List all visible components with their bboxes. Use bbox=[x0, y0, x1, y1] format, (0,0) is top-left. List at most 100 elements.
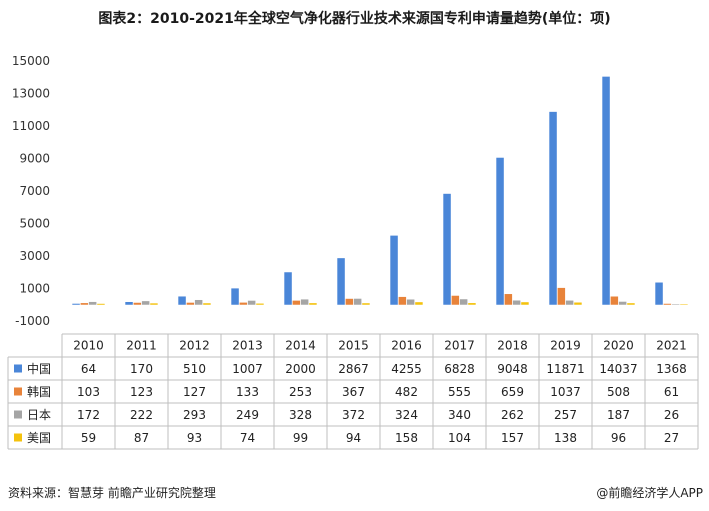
data-label: 157 bbox=[501, 431, 524, 445]
bars bbox=[72, 76, 688, 305]
bar bbox=[549, 111, 557, 305]
data-label: 59 bbox=[81, 431, 96, 445]
bar bbox=[574, 302, 582, 305]
bar bbox=[671, 304, 680, 305]
bar bbox=[557, 287, 566, 305]
bar bbox=[521, 302, 529, 305]
data-label: 4255 bbox=[391, 362, 422, 376]
x-tick-label: 2013 bbox=[232, 339, 263, 353]
bar bbox=[186, 302, 195, 305]
bar bbox=[150, 303, 158, 305]
bar bbox=[565, 300, 574, 305]
y-tick-label: 1000 bbox=[19, 282, 50, 296]
legend-label: 日本 bbox=[27, 408, 51, 422]
bar bbox=[398, 296, 407, 305]
bar-chart: -1000 1000 3000 5000 7000 9000 11000 13000 15000… bbox=[7, 54, 699, 450]
bar bbox=[468, 303, 476, 305]
data-label: 93 bbox=[187, 431, 202, 445]
y-tick-label: 13000 bbox=[12, 87, 50, 101]
y-tick-label: 11000 bbox=[12, 119, 50, 133]
legend-swatch bbox=[14, 433, 22, 442]
bar bbox=[443, 193, 451, 305]
data-label: 187 bbox=[607, 408, 630, 422]
data-label: 74 bbox=[240, 431, 255, 445]
bar bbox=[292, 300, 301, 305]
bar bbox=[504, 294, 513, 305]
data-label: 257 bbox=[554, 408, 577, 422]
x-tick-label: 2015 bbox=[338, 339, 369, 353]
bar bbox=[247, 300, 256, 305]
legend-swatch bbox=[14, 364, 22, 373]
bar bbox=[451, 295, 460, 305]
source-note: 资料来源：智慧芽 前瞻产业研究院整理 bbox=[8, 486, 216, 500]
bar bbox=[194, 299, 203, 305]
x-tick-label: 2018 bbox=[497, 339, 528, 353]
bar bbox=[345, 298, 354, 305]
bar bbox=[203, 303, 211, 305]
data-label: 324 bbox=[395, 408, 418, 422]
bar bbox=[300, 299, 309, 305]
bar bbox=[141, 301, 150, 305]
data-label: 508 bbox=[607, 385, 630, 399]
legend-label: 韩国 bbox=[27, 384, 51, 399]
y-tick-label: 3000 bbox=[19, 249, 50, 263]
data-label: 172 bbox=[77, 408, 100, 422]
bar bbox=[512, 300, 521, 305]
bar bbox=[284, 272, 292, 305]
x-tick-label: 2011 bbox=[126, 339, 157, 353]
data-label: 222 bbox=[130, 408, 153, 422]
data-label: 87 bbox=[134, 431, 149, 445]
bar bbox=[72, 303, 80, 305]
data-label: 328 bbox=[289, 408, 312, 422]
x-tick-label: 2010 bbox=[73, 339, 104, 353]
bar bbox=[353, 298, 362, 305]
data-table: 2010 2011 2012 2013 2014 2015 2016 2017 2018 2019… bbox=[7, 333, 699, 450]
data-label: 123 bbox=[130, 385, 153, 399]
bar bbox=[415, 302, 423, 305]
data-label: 138 bbox=[554, 431, 577, 445]
x-tick-label: 2017 bbox=[444, 339, 475, 353]
bar bbox=[390, 235, 398, 305]
data-label: 293 bbox=[183, 408, 206, 422]
data-label: 11871 bbox=[546, 362, 584, 376]
data-label: 253 bbox=[289, 385, 312, 399]
x-tick-label: 2021 bbox=[656, 339, 687, 353]
bar bbox=[680, 304, 688, 305]
chart-title: 图表2：2010-2021年全球空气净化器行业技术来源国专利申请量趋势(单位：项… bbox=[98, 11, 611, 27]
bar bbox=[239, 302, 248, 305]
data-label: 1368 bbox=[656, 362, 687, 376]
bar bbox=[362, 303, 370, 305]
data-label: 96 bbox=[611, 431, 626, 445]
data-label: 659 bbox=[501, 385, 524, 399]
bar bbox=[406, 299, 415, 305]
data-label: 249 bbox=[236, 408, 259, 422]
data-label: 103 bbox=[77, 385, 100, 399]
x-tick-label: 2012 bbox=[179, 339, 210, 353]
data-label: 27 bbox=[664, 431, 679, 445]
bar bbox=[133, 302, 142, 305]
data-label: 158 bbox=[395, 431, 418, 445]
bar bbox=[337, 258, 345, 305]
bar bbox=[610, 296, 619, 305]
data-label: 482 bbox=[395, 385, 418, 399]
x-tick-label: 2016 bbox=[391, 339, 422, 353]
y-tick-label: 9000 bbox=[19, 152, 50, 166]
y-tick-label: 7000 bbox=[19, 184, 50, 198]
data-label: 61 bbox=[664, 385, 679, 399]
data-label: 6828 bbox=[444, 362, 475, 376]
bar bbox=[663, 303, 672, 305]
legend-swatch bbox=[14, 387, 22, 396]
bar bbox=[125, 301, 133, 305]
bar bbox=[88, 301, 97, 305]
bar bbox=[256, 303, 264, 305]
data-label: 555 bbox=[448, 385, 471, 399]
bar bbox=[618, 301, 627, 305]
data-label: 340 bbox=[448, 408, 471, 422]
data-label: 99 bbox=[293, 431, 308, 445]
y-tick-label: 5000 bbox=[19, 217, 50, 231]
data-label: 1007 bbox=[232, 362, 263, 376]
data-label: 26 bbox=[664, 408, 679, 422]
data-label: 9048 bbox=[497, 362, 528, 376]
data-label: 104 bbox=[448, 431, 471, 445]
data-label: 127 bbox=[183, 385, 206, 399]
